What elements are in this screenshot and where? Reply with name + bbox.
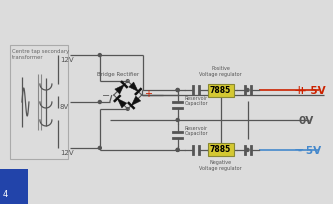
Polygon shape [129,82,138,92]
Text: +: + [293,84,304,97]
Circle shape [98,146,101,149]
Polygon shape [115,84,124,94]
Circle shape [176,89,179,92]
Circle shape [176,89,179,92]
Text: Positive
Voltage regulator: Positive Voltage regulator [199,66,242,76]
Text: 7885: 7885 [210,145,231,154]
Text: +: + [144,89,152,99]
FancyBboxPatch shape [207,143,233,156]
Text: 12V: 12V [60,57,74,63]
Bar [10,45,68,159]
Circle shape [98,101,101,103]
Text: −: − [102,91,110,101]
Text: 0V: 0V [298,116,314,126]
Text: Centre tap secondary
transformer: Centre tap secondary transformer [12,49,69,60]
Circle shape [176,119,179,121]
Polygon shape [117,99,127,108]
Circle shape [176,149,179,151]
Text: Reservoir
Capacitor: Reservoir Capacitor [185,96,208,106]
Text: Reservoir
Capacitor: Reservoir Capacitor [185,125,208,136]
Text: 7885: 7885 [210,85,231,94]
Text: −: − [293,144,304,157]
Polygon shape [131,96,141,105]
Text: + 5V: + 5V [298,86,326,96]
Circle shape [176,149,179,151]
Text: - 5V: - 5V [298,146,322,156]
Circle shape [246,89,249,92]
Circle shape [98,54,101,57]
Text: Negative
Voltage regulator: Negative Voltage regulator [199,160,242,171]
Text: 12V: 12V [60,150,74,156]
Text: Bridge Rectifier: Bridge Rectifier [97,72,139,77]
Text: 4: 4 [2,190,8,199]
FancyBboxPatch shape [207,83,233,96]
Circle shape [246,149,249,151]
Text: 8V: 8V [60,104,69,110]
